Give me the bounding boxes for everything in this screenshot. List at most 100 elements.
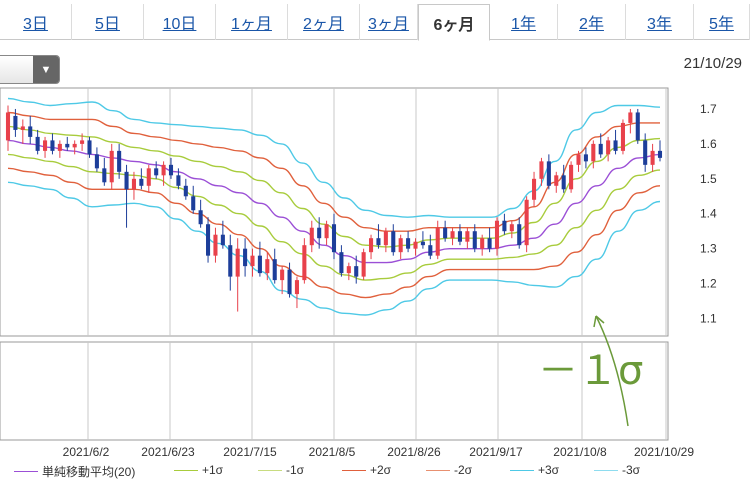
candle-body	[502, 220, 507, 232]
candle-body	[13, 115, 18, 130]
candle-body	[613, 140, 618, 151]
tab-8[interactable]: 1年	[490, 4, 558, 40]
candle-body	[376, 238, 381, 246]
latest-date: 21/10/29	[683, 55, 742, 72]
candle-body	[168, 164, 174, 176]
candle-body	[302, 245, 307, 281]
annotation-arrowhead	[593, 315, 605, 328]
tab-10[interactable]: 3年	[626, 4, 694, 40]
candle-body	[620, 122, 625, 151]
candle-body	[5, 112, 11, 141]
candle-body	[591, 143, 596, 162]
candle-body	[228, 245, 233, 277]
candle-body	[361, 252, 366, 277]
band-minus3-sigma	[7, 181, 661, 316]
candle-body	[465, 231, 470, 242]
candle-body	[509, 224, 514, 232]
candle-body	[331, 224, 337, 253]
candle-body	[517, 224, 522, 246]
candle-body	[272, 259, 277, 281]
candle-body	[50, 140, 55, 151]
candle-body	[598, 143, 603, 155]
tab-7[interactable]: 6ヶ月	[418, 4, 490, 41]
candle-body	[220, 234, 225, 246]
chart-type-select[interactable]: ▼	[0, 55, 60, 84]
candle-body	[406, 238, 411, 249]
annotation-arrow	[595, 315, 629, 427]
candle-body	[287, 269, 292, 295]
candle-body	[346, 266, 351, 274]
candle-body	[457, 231, 462, 242]
candle-body	[94, 154, 99, 169]
legend-swatch	[14, 471, 38, 472]
candle-body	[206, 224, 211, 256]
candle-body	[139, 178, 144, 186]
candle-body	[317, 227, 322, 239]
legend-swatch	[594, 469, 618, 471]
candle-body	[383, 231, 388, 246]
legend-item: +2σ	[342, 463, 391, 477]
tab-6[interactable]: 3ヶ月	[360, 4, 418, 40]
band-minus2-sigma	[7, 167, 661, 299]
candle-body	[109, 150, 114, 183]
candle-body	[428, 245, 433, 256]
candle-body	[576, 154, 581, 165]
candle-body	[450, 231, 455, 239]
candle-body	[635, 112, 640, 141]
x-tick-label: 2021/7/15	[223, 445, 277, 459]
candle-body	[191, 196, 196, 211]
tab-11[interactable]: 5年	[694, 4, 750, 40]
tab-1[interactable]: 3日	[0, 4, 72, 40]
period-tabbar: 3日 5日 10日 1ヶ月 2ヶ月 3ヶ月 6ヶ月 1年 2年 3年 5年	[0, 0, 750, 41]
y-tick-label: 1.4	[700, 207, 717, 221]
x-tick-label: 2021/6/2	[63, 445, 110, 459]
candle-body	[72, 143, 77, 148]
x-tick-label: 2021/9/17	[469, 445, 523, 459]
candle-body	[494, 220, 500, 249]
candle-body	[391, 231, 396, 253]
chevron-down-icon[interactable]: ▼	[33, 56, 59, 83]
tab-9[interactable]: 2年	[558, 4, 626, 40]
y-tick-label: 1.3	[700, 242, 717, 256]
y-tick-label: 1.7	[700, 102, 717, 116]
legend-item: -3σ	[594, 463, 640, 477]
candle-body	[183, 185, 188, 197]
tab-3[interactable]: 10日	[144, 4, 216, 40]
tab-5[interactable]: 2ヶ月	[288, 4, 360, 40]
x-tick-label: 2021/6/23	[141, 445, 195, 459]
y-tick-label: 1.5	[700, 172, 717, 186]
candle-body	[80, 140, 85, 144]
candle-body	[324, 224, 329, 239]
tab-4[interactable]: 1ヶ月	[216, 4, 288, 40]
candle-body	[213, 234, 218, 256]
legend-label: 単純移動平均(20)	[42, 465, 136, 479]
tab-2[interactable]: 5日	[72, 4, 144, 40]
band-plus3-sigma	[7, 97, 661, 218]
candle-body	[628, 112, 633, 123]
candle-body	[198, 210, 203, 225]
candle-body	[161, 164, 166, 176]
legend-item: -1σ	[258, 463, 304, 477]
candle-body	[554, 175, 559, 186]
candle-body	[280, 269, 285, 281]
candle-body	[102, 168, 107, 183]
band-plus2-sigma	[7, 111, 660, 232]
legend-swatch	[510, 469, 534, 471]
legend-swatch	[258, 469, 282, 471]
candle-body	[117, 150, 122, 172]
candle-body	[420, 241, 425, 246]
candle-body	[250, 255, 255, 267]
candle-body	[131, 178, 136, 190]
candle-body	[294, 280, 299, 295]
candle-body	[35, 136, 40, 151]
legend-swatch	[174, 469, 198, 471]
legend-item: +1σ	[174, 463, 223, 477]
legend-label: -1σ	[286, 463, 305, 477]
candle-body	[65, 143, 70, 148]
x-tick-label: 2021/8/5	[309, 445, 356, 459]
candle-body	[539, 161, 544, 179]
legend-label: +3σ	[538, 463, 560, 477]
legend-item: -2σ	[426, 463, 472, 477]
band-minus1-sigma	[7, 153, 661, 281]
candle-body	[583, 154, 588, 162]
